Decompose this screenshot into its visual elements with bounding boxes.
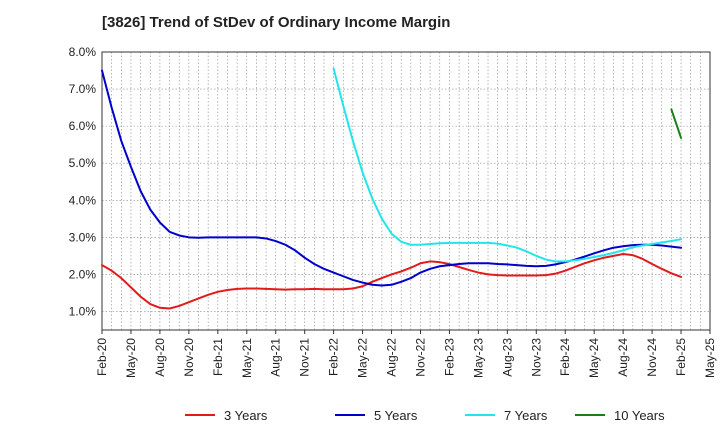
x-tick-label: May-21: [240, 338, 254, 378]
legend-item-10-years: 10 Years: [575, 408, 665, 423]
x-tick-label: Aug-23: [500, 338, 514, 377]
x-tick-label: Aug-21: [269, 338, 283, 377]
y-tick-label: 6.0%: [69, 119, 97, 133]
x-tick-label: May-25: [703, 338, 717, 378]
y-tick-label: 1.0%: [69, 304, 97, 318]
series-line-7-years: [332, 67, 683, 263]
series-line-5-years: [101, 69, 683, 287]
legend-item-7-years: 7 Years: [465, 408, 548, 423]
x-tick-label: Aug-20: [153, 338, 167, 377]
y-tick-label: 4.0%: [69, 193, 97, 207]
x-tick-label: Aug-22: [385, 338, 399, 377]
x-tick-label: Nov-24: [645, 338, 659, 377]
y-tick-label: 3.0%: [69, 230, 97, 244]
x-tick-label: Nov-20: [182, 338, 196, 377]
x-tick-label: Feb-23: [442, 338, 456, 376]
legend-label: 7 Years: [504, 408, 548, 423]
series-lines: [101, 67, 683, 310]
y-tick-label: 7.0%: [69, 82, 97, 96]
x-tick-label: Feb-25: [674, 338, 688, 376]
x-tick-label: Aug-24: [616, 338, 630, 377]
series-line-3-years: [101, 253, 683, 310]
x-tick-label: Nov-23: [529, 338, 543, 377]
x-tick-label: May-20: [124, 338, 138, 378]
series-line-10-years: [670, 108, 683, 139]
chart-axes: 1.0% 2.0% 3.0% 4.0% 5.0% 6.0% 7.0% 8.0% Feb-20 Ma…: [69, 45, 717, 378]
legend-item-5-years: 5 Years: [335, 408, 418, 423]
x-tick-label: Feb-22: [327, 338, 341, 376]
x-tick-label: May-24: [587, 338, 601, 378]
legend-label: 5 Years: [374, 408, 418, 423]
x-tick-label: Nov-21: [298, 338, 312, 377]
x-tick-label: Feb-20: [95, 338, 109, 376]
y-tick-label: 2.0%: [69, 267, 97, 281]
x-tick-label: Nov-22: [413, 338, 427, 377]
legend-label: 3 Years: [224, 408, 268, 423]
legend-label: 10 Years: [614, 408, 665, 423]
y-tick-label: 5.0%: [69, 156, 97, 170]
legend: 3 Years 5 Years 7 Years 10 Years: [185, 408, 665, 423]
grid-lines: [102, 51, 710, 330]
x-tick-label: Feb-21: [211, 338, 225, 376]
chart-title: [3826] Trend of StDev of Ordinary Income…: [102, 14, 451, 31]
legend-item-3-years: 3 Years: [185, 408, 268, 423]
x-tick-label: May-23: [471, 338, 485, 378]
plot-area-border: [101, 51, 711, 331]
x-tick-label: Feb-24: [558, 338, 572, 376]
x-tick-label: May-22: [356, 338, 370, 378]
y-tick-label: 8.0%: [69, 45, 97, 59]
